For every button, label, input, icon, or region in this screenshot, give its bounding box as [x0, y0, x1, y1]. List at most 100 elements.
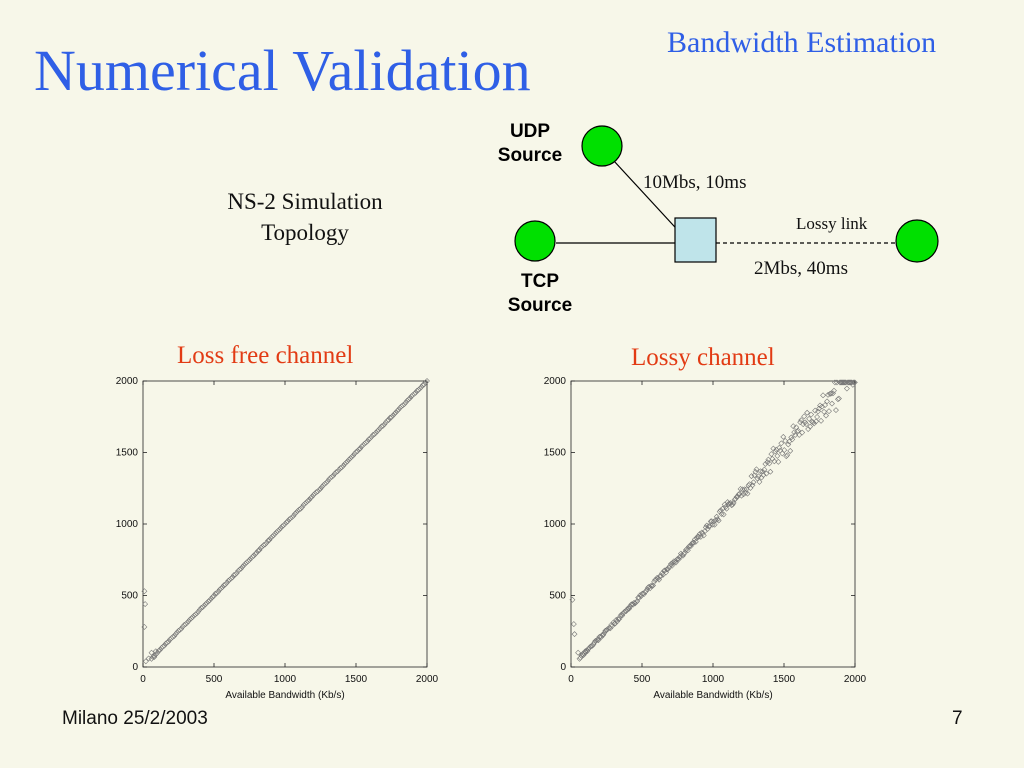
data-point: [759, 468, 766, 475]
topology-caption-line1: NS-2 Simulation: [227, 189, 383, 214]
data-point: [592, 638, 599, 644]
data-point: [343, 459, 349, 466]
data-point: [820, 392, 826, 399]
data-point: [164, 639, 171, 646]
data-point: [213, 590, 220, 597]
data-point: [219, 584, 226, 591]
data-point: [171, 633, 178, 639]
data-point: [262, 541, 269, 548]
data-point: [380, 422, 386, 429]
data-point: [405, 396, 412, 403]
chart-title-loss-free: Loss free channel: [177, 342, 354, 369]
data-point: [203, 600, 210, 606]
data-point: [274, 527, 281, 534]
data-point: [670, 559, 676, 566]
data-point: [381, 421, 388, 428]
data-point: [763, 470, 770, 477]
udp-label-line2: Source: [497, 145, 563, 166]
section-title: Bandwidth Estimation: [667, 26, 937, 59]
data-point: [242, 560, 249, 567]
data-point: [781, 447, 788, 453]
data-point: [668, 560, 674, 567]
data-point: [711, 521, 718, 528]
y-tick-label: 0: [560, 662, 566, 673]
data-point: [831, 387, 837, 394]
data-point: [799, 429, 806, 436]
data-point: [768, 451, 775, 457]
data-point: [607, 625, 614, 632]
data-point: [239, 563, 246, 570]
udp-label-line1: UDP: [509, 121, 551, 142]
data-point: [416, 385, 423, 392]
sink-node: [895, 219, 939, 263]
data-point: [152, 651, 159, 658]
data-point: [411, 390, 418, 397]
data-point: [151, 654, 158, 660]
tcp-source-label: TCP Source: [490, 270, 590, 318]
data-point: [774, 452, 781, 459]
data-point: [344, 458, 351, 465]
data-point: [152, 648, 159, 655]
data-point: [812, 407, 819, 414]
data-point: [826, 408, 832, 415]
data-point: [729, 501, 736, 508]
data-point: [328, 473, 335, 480]
data-point: [806, 415, 813, 422]
data-point: [151, 652, 158, 659]
main-link-label: 10Mbs, 10ms: [643, 172, 747, 193]
data-point: [195, 608, 202, 615]
data-point: [784, 452, 791, 459]
page-title: Numerical Validation: [34, 38, 531, 103]
data-point: [767, 468, 774, 475]
data-point: [595, 637, 602, 644]
data-point: [194, 610, 200, 617]
data-point: [421, 381, 428, 388]
data-point: [250, 552, 257, 559]
data-point: [825, 391, 831, 398]
data-point: [252, 551, 259, 557]
data-point: [840, 379, 847, 386]
data-point: [206, 597, 213, 604]
data-point: [316, 486, 323, 493]
x-tick-label: 500: [206, 674, 223, 685]
data-point: [202, 601, 209, 608]
data-point: [742, 489, 749, 496]
data-point: [737, 486, 744, 492]
data-point: [626, 605, 633, 612]
data-point: [650, 582, 657, 589]
data-point: [832, 379, 838, 386]
data-point: [395, 406, 402, 413]
data-point: [609, 622, 616, 629]
data-point: [385, 417, 392, 423]
data-point: [575, 649, 582, 656]
data-point: [141, 588, 148, 595]
data-point: [189, 614, 196, 621]
data-point: [172, 631, 179, 638]
data-point: [209, 593, 216, 600]
data-point: [301, 500, 308, 507]
x-tick-label: 1000: [702, 674, 725, 685]
data-point: [675, 555, 681, 562]
data-point: [571, 631, 578, 638]
data-point: [622, 608, 629, 615]
data-point: [357, 445, 364, 452]
data-point: [284, 518, 291, 525]
data-point: [148, 649, 155, 656]
y-tick-label: 2000: [116, 376, 139, 387]
data-point: [269, 533, 276, 540]
data-point: [371, 431, 378, 438]
data-point: [229, 574, 236, 581]
data-point: [178, 625, 185, 632]
data-point: [372, 429, 379, 436]
data-point: [211, 593, 217, 599]
data-point: [402, 399, 409, 406]
data-point: [338, 464, 345, 471]
data-point: [629, 601, 636, 608]
data-point: [415, 387, 422, 393]
data-point: [790, 423, 797, 430]
data-point: [367, 435, 374, 442]
x-tick-label: 0: [140, 674, 146, 685]
y-tick-label: 1500: [116, 448, 139, 459]
data-point: [599, 632, 606, 638]
data-point: [601, 629, 608, 636]
